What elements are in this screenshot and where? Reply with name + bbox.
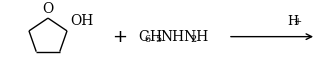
Text: 2: 2 xyxy=(190,35,196,44)
Text: 6: 6 xyxy=(145,35,150,44)
Text: H: H xyxy=(149,30,161,44)
Text: H: H xyxy=(287,15,298,28)
Text: OH: OH xyxy=(70,14,93,28)
Text: O: O xyxy=(42,2,53,16)
Text: C: C xyxy=(138,30,148,44)
Text: +: + xyxy=(113,28,127,46)
Text: 5: 5 xyxy=(155,35,162,44)
Text: +: + xyxy=(294,17,302,26)
Text: NHNH: NHNH xyxy=(160,30,208,44)
